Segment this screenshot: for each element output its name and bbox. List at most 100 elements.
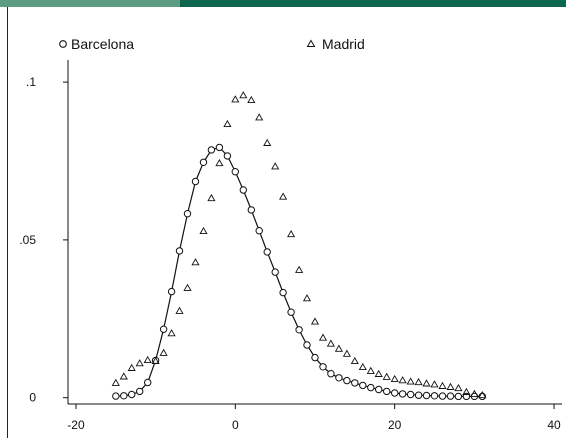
- data-point-madrid: [279, 192, 288, 200]
- data-point-madrid: [438, 381, 447, 389]
- data-point-madrid: [263, 138, 272, 146]
- data-point-barcelona: [335, 374, 343, 382]
- data-point-madrid: [119, 372, 128, 380]
- data-point-barcelona: [311, 353, 319, 362]
- legend-item-barcelona: Barcelona: [59, 36, 134, 52]
- data-point-madrid: [199, 226, 208, 235]
- data-point-madrid: [231, 95, 240, 103]
- data-point-madrid: [223, 119, 232, 128]
- data-point-madrid: [127, 363, 136, 371]
- data-point-barcelona: [120, 392, 128, 400]
- data-point-madrid: [398, 376, 407, 384]
- chart-legend: Barcelona Madrid: [59, 36, 365, 52]
- data-point-barcelona: [319, 363, 327, 371]
- data-point-barcelona: [183, 210, 192, 218]
- data-point-barcelona: [223, 152, 232, 160]
- data-point-madrid: [350, 356, 359, 365]
- data-point-madrid: [358, 362, 367, 371]
- data-point-madrid: [239, 91, 248, 99]
- data-point-madrid: [302, 294, 312, 302]
- series-points: [111, 91, 487, 401]
- data-point-barcelona: [343, 376, 351, 385]
- data-point-madrid: [135, 359, 144, 367]
- data-point-barcelona: [167, 287, 176, 296]
- data-point-madrid: [470, 389, 479, 397]
- data-point-barcelona: [112, 392, 120, 400]
- data-point-madrid: [247, 95, 256, 104]
- data-point-barcelona: [351, 379, 359, 387]
- data-point-madrid: [414, 377, 423, 386]
- data-point-barcelona: [255, 227, 263, 235]
- y-tick-label: 0: [29, 391, 36, 405]
- top-accent-bar-left: [0, 0, 180, 7]
- data-point-barcelona: [263, 248, 271, 256]
- legend-item-madrid: Madrid: [306, 36, 365, 52]
- data-point-barcelona: [295, 326, 303, 334]
- data-point-madrid: [342, 349, 351, 357]
- data-point-barcelona: [247, 206, 256, 214]
- data-point-barcelona: [175, 247, 184, 255]
- data-point-barcelona: [438, 392, 447, 400]
- data-point-barcelona: [398, 390, 407, 398]
- data-point-barcelona: [144, 378, 152, 387]
- data-point-barcelona: [454, 392, 463, 401]
- legend-marker-triangle: [306, 39, 316, 47]
- chart-axes: 0 .05 .1 -20 0 20 40: [19, 60, 562, 432]
- data-point-madrid: [287, 229, 296, 238]
- data-point-barcelona: [367, 383, 375, 392]
- data-point-madrid: [406, 377, 415, 385]
- data-point-barcelona: [303, 341, 311, 349]
- data-point-madrid: [422, 379, 431, 387]
- data-point-barcelona: [191, 177, 200, 186]
- data-point-madrid: [295, 265, 304, 273]
- data-point-barcelona: [406, 390, 415, 399]
- data-point-madrid: [175, 306, 184, 314]
- data-point-madrid: [430, 380, 439, 388]
- data-point-barcelona: [414, 391, 423, 399]
- data-point-barcelona: [136, 387, 144, 396]
- data-point-madrid: [159, 348, 168, 356]
- data-point-madrid: [446, 382, 455, 390]
- data-point-madrid: [478, 390, 487, 399]
- data-point-barcelona: [446, 392, 455, 400]
- y-tick-label: .05: [19, 233, 36, 247]
- data-point-madrid: [271, 162, 280, 170]
- x-tick-label: -20: [67, 418, 85, 432]
- data-point-barcelona: [159, 325, 168, 333]
- data-point-barcelona: [327, 370, 335, 378]
- data-point-barcelona: [215, 143, 224, 152]
- data-point-madrid: [326, 339, 335, 347]
- x-tick-label: 0: [232, 418, 239, 432]
- data-point-madrid: [318, 333, 328, 341]
- data-point-barcelona: [199, 158, 208, 167]
- left-divider-line: [7, 7, 8, 438]
- data-point-barcelona: [391, 389, 399, 397]
- x-tick-label: 20: [388, 418, 402, 432]
- data-point-barcelona: [279, 288, 287, 297]
- data-point-madrid: [366, 366, 375, 374]
- data-point-barcelona: [287, 308, 295, 316]
- data-point-madrid: [255, 113, 264, 121]
- data-point-barcelona: [383, 387, 391, 396]
- data-point-barcelona: [430, 392, 439, 400]
- data-point-madrid: [207, 193, 216, 202]
- data-point-barcelona: [422, 391, 431, 400]
- data-point-barcelona: [359, 381, 367, 390]
- legend-label-barcelona: Barcelona: [71, 36, 134, 52]
- data-point-barcelona: [128, 390, 136, 399]
- data-point-barcelona: [271, 268, 279, 276]
- legend-marker-circle: [59, 40, 67, 48]
- data-point-madrid: [374, 369, 383, 377]
- legend-label-madrid: Madrid: [322, 36, 365, 52]
- data-point-madrid: [390, 374, 399, 383]
- data-point-madrid: [151, 356, 160, 365]
- data-point-madrid: [143, 355, 152, 364]
- data-point-madrid: [462, 387, 471, 395]
- data-point-barcelona: [231, 168, 240, 176]
- data-point-madrid: [215, 158, 224, 167]
- data-point-madrid: [167, 329, 176, 337]
- x-tick-label: 40: [547, 418, 561, 432]
- top-accent-bar: [0, 0, 566, 7]
- series-line-barcelona: [115, 146, 483, 397]
- data-point-madrid: [334, 344, 343, 352]
